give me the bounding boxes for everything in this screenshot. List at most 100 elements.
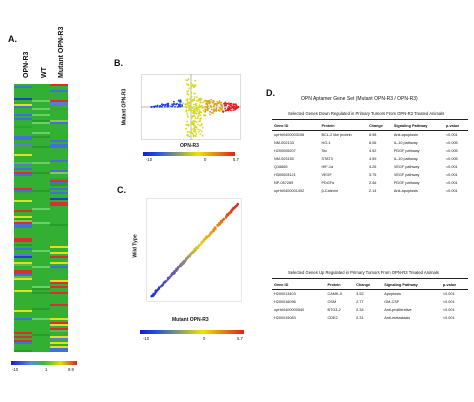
heatmap-cell bbox=[50, 88, 68, 90]
table-cell: 8.98 bbox=[368, 133, 377, 137]
table-cell: STAT3 bbox=[321, 157, 333, 161]
heatmap-cell bbox=[32, 166, 50, 168]
heatmap-cell bbox=[14, 304, 32, 306]
heatmap-cell bbox=[32, 218, 50, 220]
heatmap-cell bbox=[32, 154, 50, 156]
heatmap-cell bbox=[14, 94, 32, 96]
scatter-point bbox=[232, 105, 235, 108]
scatter-point bbox=[198, 111, 201, 114]
heatmap-cell bbox=[14, 106, 32, 108]
heatmap-cell bbox=[32, 226, 50, 228]
heatmap-cell bbox=[14, 88, 32, 90]
heatmap-cell bbox=[14, 258, 32, 260]
heatmap-cell bbox=[32, 344, 50, 346]
heatmap-cell bbox=[32, 230, 50, 232]
heatmap-cell bbox=[14, 84, 32, 86]
scatter-point bbox=[198, 243, 202, 247]
heatmap-cell bbox=[14, 122, 32, 124]
scatter-point bbox=[212, 112, 214, 114]
table-cell: <0.001 bbox=[442, 316, 455, 320]
heatmap-cell bbox=[50, 226, 68, 228]
panel-b-label: B. bbox=[114, 58, 123, 68]
panel-c-label: C. bbox=[117, 185, 126, 195]
scatter-point bbox=[194, 104, 197, 106]
heatmap-cell bbox=[14, 126, 32, 128]
scatter-point bbox=[224, 104, 226, 107]
heatmap-cell bbox=[14, 92, 32, 94]
scatter-point bbox=[181, 104, 183, 106]
heatmap-cell bbox=[50, 272, 68, 274]
heatmap-cell bbox=[32, 176, 50, 178]
scatter-point bbox=[214, 108, 217, 111]
table-row: H200019083 CDE2 2.31 Anti-metastasis <0.001 bbox=[272, 314, 468, 322]
heatmap-cell bbox=[50, 260, 68, 262]
heatmap-cell bbox=[14, 142, 32, 144]
heatmap-cell bbox=[50, 292, 68, 294]
heatmap-cell bbox=[50, 136, 68, 138]
heatmap-cell bbox=[32, 108, 50, 110]
scatter-point bbox=[158, 106, 161, 108]
heatmap-cell bbox=[14, 244, 32, 246]
scatter-point bbox=[196, 109, 199, 112]
scatter-point bbox=[236, 106, 238, 108]
heatmap-cell bbox=[50, 316, 68, 318]
scatter-point bbox=[162, 104, 164, 107]
heatmap-cell bbox=[14, 86, 32, 88]
scatter-point bbox=[151, 294, 154, 297]
scatter-point bbox=[221, 107, 223, 110]
heatmap-cell bbox=[32, 122, 50, 124]
heatmap-cell bbox=[50, 162, 68, 164]
heatmap-cell bbox=[14, 206, 32, 208]
heatmap-cell bbox=[50, 344, 68, 346]
heatmap-cell bbox=[50, 224, 68, 226]
table-cell: PDGFα bbox=[321, 181, 335, 185]
scatter-point bbox=[170, 105, 172, 108]
heatmap-cell bbox=[14, 330, 32, 332]
table-row: H200005207 Src 4.92 PDGF pathway <0.005 bbox=[272, 147, 468, 155]
plot-c-scale-mid: 0 bbox=[203, 336, 206, 341]
scatter-point bbox=[232, 109, 235, 111]
heatmap-cell bbox=[32, 94, 50, 96]
table-cell: opHri0400000540 bbox=[274, 308, 305, 312]
heatmap-cell bbox=[14, 332, 32, 334]
table-cell: Anti-apoptosis bbox=[393, 189, 418, 193]
heatmap-cell bbox=[14, 104, 32, 106]
scatter-point bbox=[174, 105, 176, 108]
panel-a-label: A. bbox=[8, 34, 17, 44]
down-regulated-title: Selected Genes Down Regulated in Primary… bbox=[288, 111, 445, 116]
scatter-point bbox=[186, 255, 190, 258]
scatter-point bbox=[226, 109, 229, 111]
heatmap-cell bbox=[32, 102, 50, 104]
heatmap-cell bbox=[32, 128, 50, 130]
heatmap-cell bbox=[32, 90, 50, 92]
heatmap-cell bbox=[50, 188, 68, 190]
heatmap-cell bbox=[32, 300, 50, 302]
table-cell: PDGF pathway bbox=[393, 149, 420, 153]
table-cell: H200013403 bbox=[274, 292, 296, 296]
heatmap-cell bbox=[32, 140, 50, 142]
table-cell: <0.001 bbox=[445, 165, 458, 169]
heatmap-cell bbox=[50, 346, 68, 348]
heatmap-cell bbox=[32, 302, 50, 304]
heatmap-cell bbox=[14, 268, 32, 270]
heatmap-cell bbox=[50, 276, 68, 278]
heatmap-cell bbox=[50, 302, 68, 304]
heatmap-cell bbox=[50, 220, 68, 222]
heatmap-cell bbox=[14, 184, 32, 186]
heatmap-cell bbox=[50, 248, 68, 250]
heatmap-cell bbox=[14, 264, 32, 266]
plot-b-ylabel: Mutant OPN-R3 bbox=[121, 88, 128, 126]
scatter-point bbox=[199, 102, 202, 104]
heatmap-cell bbox=[32, 244, 50, 246]
heatmap-cell bbox=[32, 328, 50, 330]
heatmap-cell bbox=[50, 170, 68, 172]
scatter-point bbox=[222, 218, 225, 221]
heatmap-cell bbox=[50, 250, 68, 252]
gene-set-title: OPN Aptamer Gene Set (Mutant OPN-R3 / OP… bbox=[301, 96, 418, 102]
scatter-point bbox=[200, 130, 203, 132]
heatmap-cell bbox=[32, 156, 50, 158]
table-cell: Anti-apoptosis bbox=[393, 133, 418, 137]
heatmap-cell bbox=[14, 260, 32, 262]
scatter-point bbox=[186, 98, 189, 100]
heatmap-cell bbox=[32, 278, 50, 280]
